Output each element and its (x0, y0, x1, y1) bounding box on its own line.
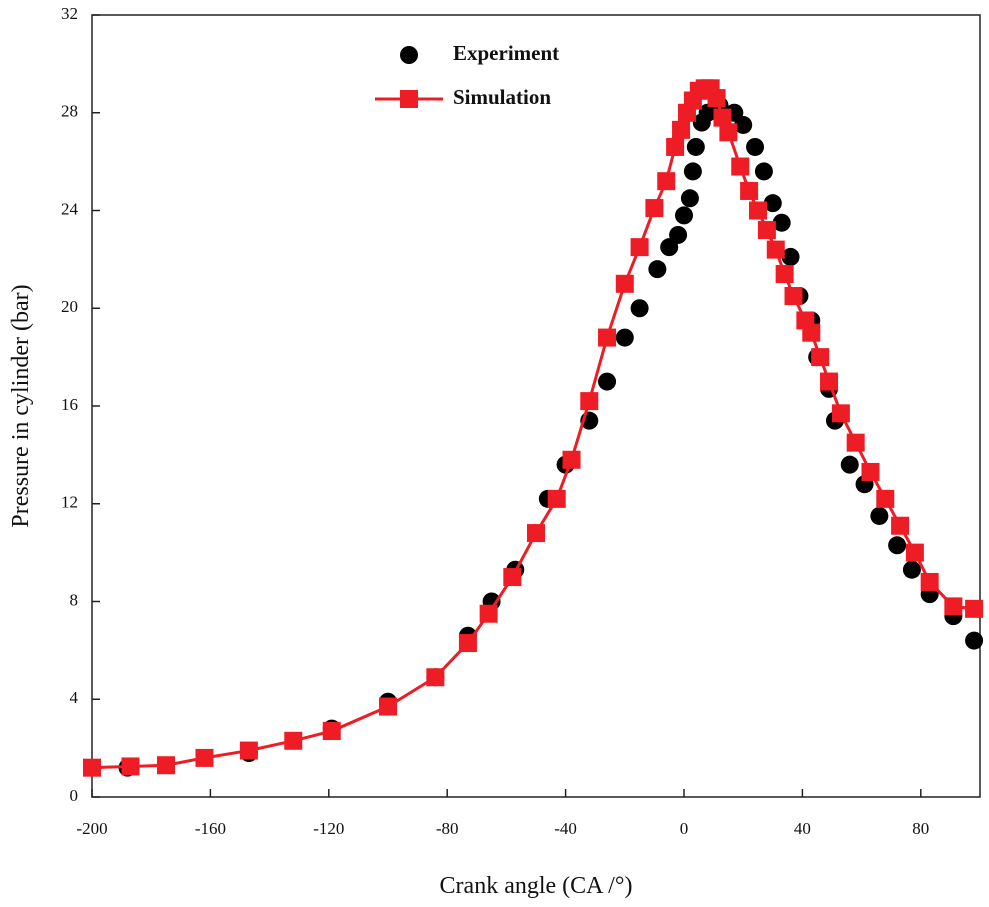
point (157, 756, 175, 775)
point (239, 741, 258, 760)
point (527, 524, 545, 543)
x-tick-label: -200 (76, 819, 107, 838)
point (598, 328, 617, 347)
point (580, 392, 599, 411)
point (645, 199, 664, 218)
y-axis-label: Pressure in cylinder (bar) (8, 284, 34, 527)
point (731, 157, 750, 176)
y-tick-label: 8 (70, 590, 79, 609)
y-tick-label: 12 (61, 493, 78, 512)
point (713, 108, 732, 127)
point (905, 543, 924, 562)
point (121, 757, 140, 776)
point (675, 206, 693, 225)
point (458, 634, 477, 653)
point (598, 372, 617, 391)
point (707, 89, 726, 108)
point (891, 516, 910, 535)
point (763, 194, 782, 213)
x-tick-label: 80 (912, 819, 929, 838)
point (284, 731, 303, 750)
point (83, 758, 101, 777)
point (503, 568, 522, 587)
point (562, 450, 581, 469)
point (630, 238, 649, 257)
x-tick-label: -80 (436, 819, 459, 838)
point (547, 489, 566, 508)
point (775, 265, 794, 284)
point (648, 260, 667, 279)
x-tick-label: 0 (680, 819, 689, 838)
point (754, 162, 773, 181)
point (766, 240, 785, 259)
point (680, 189, 699, 208)
x-tick-label: -40 (554, 819, 577, 838)
point (846, 433, 865, 452)
point (734, 115, 753, 134)
point (784, 287, 803, 306)
point (965, 631, 984, 650)
y-tick-label: 28 (61, 102, 78, 121)
point (802, 323, 821, 342)
point (820, 372, 839, 391)
point (322, 722, 341, 741)
point (831, 404, 850, 423)
y-tick-label: 20 (61, 297, 78, 316)
point (772, 213, 791, 232)
y-tick-label: 4 (70, 688, 79, 707)
point (861, 462, 880, 481)
y-tick-label: 0 (70, 786, 79, 805)
legend-marker (400, 90, 418, 108)
point (740, 181, 759, 200)
x-axis-label: Crank angle (CA /°) (440, 873, 633, 899)
series-line (91, 86, 975, 770)
point (479, 604, 498, 623)
point (965, 599, 984, 618)
point (840, 455, 859, 474)
point (757, 221, 776, 240)
point (195, 748, 214, 767)
y-tick-label: 32 (61, 4, 78, 23)
point (781, 247, 800, 266)
point (746, 137, 765, 156)
point (811, 348, 830, 367)
point (615, 274, 634, 293)
x-tick-label: -120 (313, 819, 344, 838)
point (657, 172, 676, 191)
x-tick-label: 40 (794, 819, 811, 838)
x-tick-label: -160 (195, 819, 226, 838)
point (902, 560, 921, 579)
point (749, 201, 767, 220)
point (870, 506, 889, 525)
point (944, 597, 963, 616)
point (686, 137, 705, 156)
point (426, 668, 445, 687)
point (666, 137, 685, 156)
point (379, 697, 397, 716)
point (888, 536, 907, 555)
y-tick-label: 24 (61, 199, 79, 218)
legend-label: Experiment (453, 41, 559, 65)
point (669, 225, 688, 244)
legend-marker (400, 46, 418, 64)
point (672, 120, 691, 139)
y-tick-label: 16 (61, 395, 78, 414)
point (876, 489, 895, 508)
point (630, 299, 649, 318)
point (615, 328, 634, 347)
point (719, 123, 738, 142)
point (920, 572, 939, 591)
legend-label: Simulation (453, 85, 551, 109)
point (683, 162, 702, 181)
